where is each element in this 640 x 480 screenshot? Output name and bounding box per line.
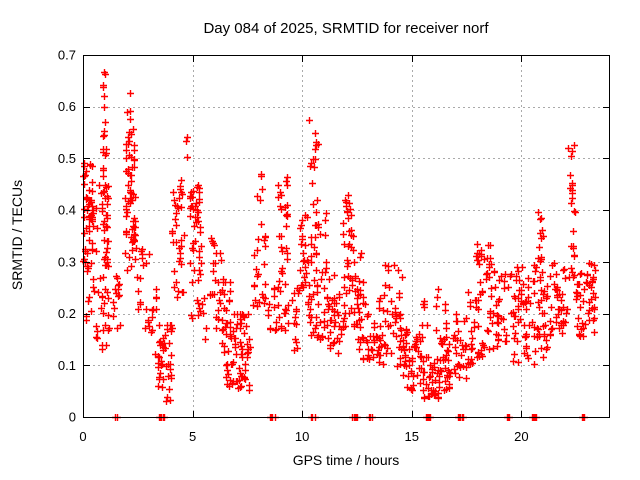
- x-tick-label: 0: [79, 429, 86, 444]
- y-tick-label: 0.6: [58, 99, 76, 114]
- y-tick-label: 0.7: [58, 48, 76, 63]
- axis-ticks: [83, 55, 609, 418]
- chart-title: Day 084 of 2025, SRMTID for receiver nor…: [203, 20, 489, 37]
- y-tick-label: 0.3: [58, 254, 76, 269]
- x-tick-label: 10: [295, 429, 309, 444]
- x-tick-labels: 0 5 10 15 20: [79, 429, 528, 444]
- x-tick-label: 20: [514, 429, 528, 444]
- y-tick-label: 0.5: [58, 151, 76, 166]
- y-tick-label: 0: [69, 410, 76, 425]
- x-tick-label: 5: [189, 429, 196, 444]
- y-tick-label: 0.4: [58, 203, 76, 218]
- x-axis-title: GPS time / hours: [292, 452, 400, 468]
- y-tick-label: 0.1: [58, 358, 76, 373]
- y-tick-label: 0.2: [58, 306, 76, 321]
- scatter-points: [80, 69, 599, 421]
- y-tick-labels: 0 0.1 0.2 0.3 0.4 0.5 0.6 0.7: [58, 48, 76, 425]
- plot-border: [83, 55, 610, 418]
- x-tick-label: 15: [405, 429, 419, 444]
